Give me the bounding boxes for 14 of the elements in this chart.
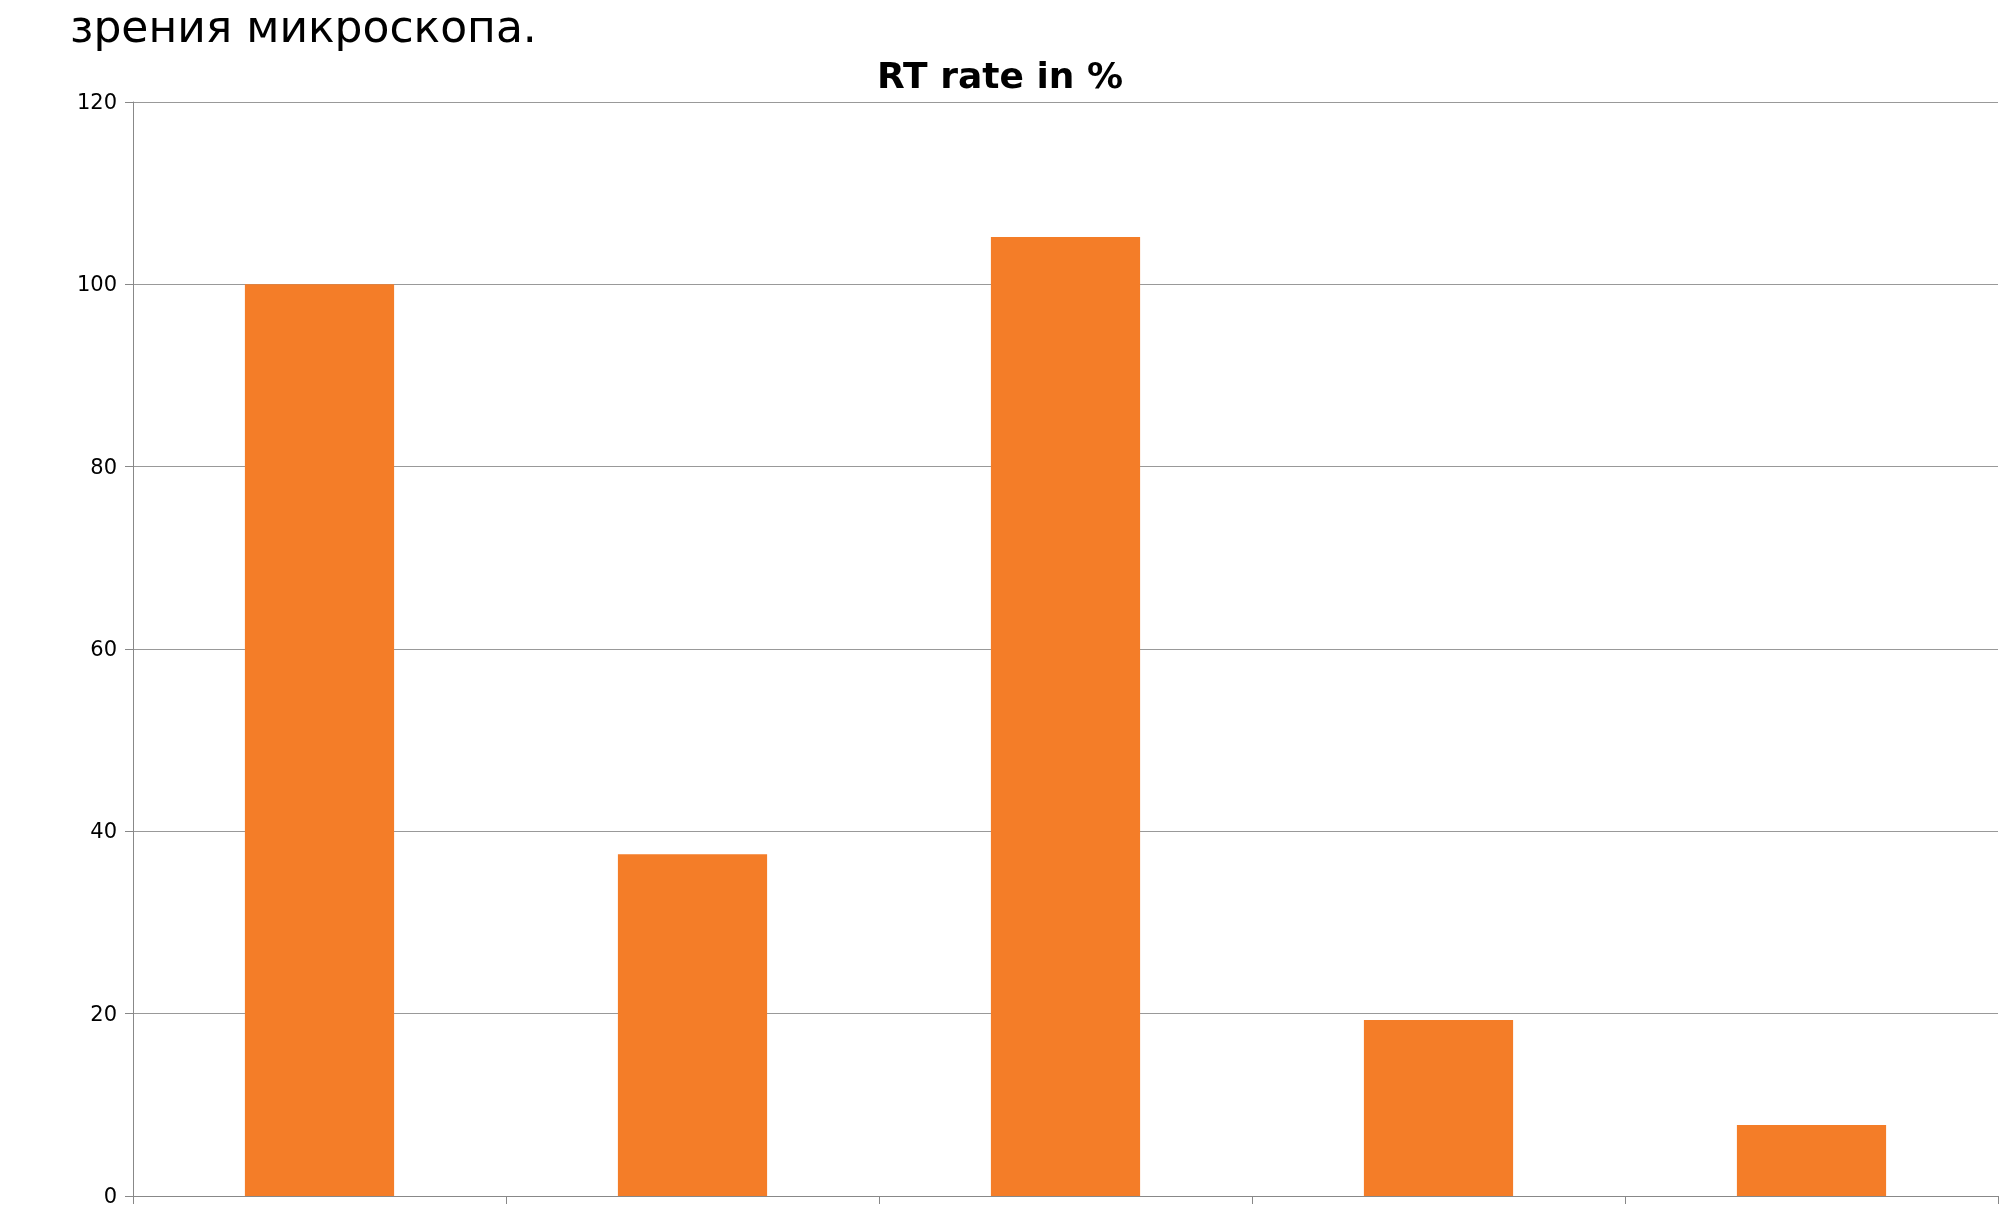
y-tick-label: 60	[90, 637, 117, 661]
y-tick-label: 80	[90, 454, 117, 479]
bar	[1736, 1124, 1887, 1196]
y-tick-label: 120	[76, 90, 117, 114]
bar	[244, 284, 395, 1196]
y-tick-label: 100	[76, 272, 117, 297]
y-tick-label: 20	[90, 1001, 117, 1026]
y-tick-label: 0	[103, 1184, 117, 1208]
bar	[1363, 1020, 1514, 1196]
bar	[990, 236, 1141, 1196]
chart-title: RT rate in %	[877, 54, 1123, 96]
bar	[617, 854, 768, 1196]
y-tick-label: 40	[90, 819, 117, 844]
text: зрения микроскопа.	[70, 0, 537, 52]
